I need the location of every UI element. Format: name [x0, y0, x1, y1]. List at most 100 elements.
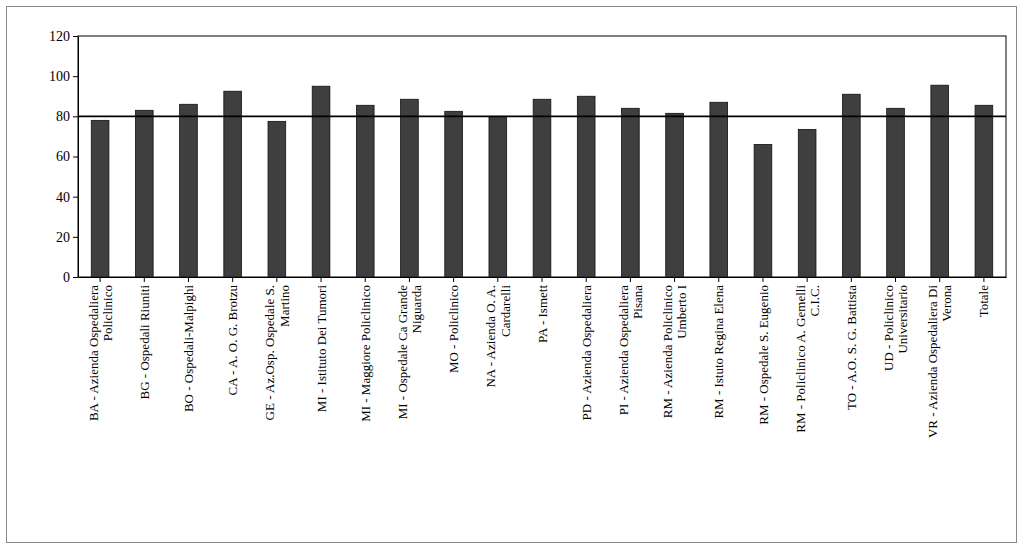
x-tick-mark — [453, 277, 454, 282]
x-tick-label: PA - Ismett — [535, 285, 550, 343]
x-tick-mark — [895, 277, 896, 282]
y-axis: 020406080100120 — [49, 29, 79, 285]
x-tick-label: Totale — [976, 285, 991, 318]
x-tick-label-line: VR - Azienda Ospedaliera Di — [925, 285, 940, 438]
x-tick-label-line: NA - Azienda O. A. — [483, 285, 498, 388]
x-tick-label: GE - Az.Osp. Ospedale S.Martino — [262, 285, 291, 420]
y-tick-mark — [73, 277, 78, 278]
x-axis: BA - Azienda OspedalieraPoliclinico BG - … — [79, 277, 1007, 438]
y-tick-mark — [73, 76, 78, 77]
y-tick-label: 60 — [56, 149, 70, 164]
y-tick-label: 100 — [49, 69, 70, 84]
x-tick-label-line: CA - A. O. G. Brotzu — [225, 285, 240, 396]
x-tick: RM - Policlinico A. GemelliC.I.C. — [793, 277, 822, 433]
y-tick: 40 — [56, 190, 78, 205]
x-tick-mark — [144, 277, 145, 282]
x-tick: BG - Ospedali Riuniti — [137, 277, 152, 399]
x-tick-label-line: BG - Ospedali Riuniti — [137, 285, 152, 400]
x-tick-label-line: Cardarelli — [498, 285, 513, 337]
bar — [445, 111, 463, 277]
x-tick-label: BO - Ospedali-Malpighi — [181, 285, 196, 412]
y-tick-label: 40 — [56, 190, 70, 205]
x-tick-label-line: UD - Policlinico — [881, 285, 896, 371]
y-tick-mark — [73, 237, 78, 238]
x-tick-label-line: RM - Azienda Policlinico — [660, 285, 675, 418]
x-tick-label-line: MI - Ospedale Ca Grande — [395, 285, 410, 420]
x-tick-mark — [762, 277, 763, 282]
x-tick-label-line: PD - Azienda Ospedaliera — [579, 285, 594, 421]
x-tick-label: RM - Ospedale S. Eugenio — [756, 285, 771, 425]
bar — [931, 85, 949, 277]
x-tick-mark — [497, 277, 498, 282]
x-tick-label-line: PI - Azienda Ospedaliera — [616, 285, 631, 416]
x-tick-label: BA - Azienda OspedalieraPoliclinico — [85, 285, 114, 421]
x-tick-label: CA - A. O. G. Brotzu — [225, 285, 240, 396]
x-tick-label: PI - Azienda OspedalieraPisana — [616, 285, 645, 416]
x-tick: RM - Azienda PoliclinicoUmberto I — [660, 277, 689, 418]
x-tick-mark — [409, 277, 410, 282]
bar — [312, 86, 330, 277]
y-tick-mark — [73, 36, 78, 37]
bar — [489, 116, 507, 277]
x-tick: TO - A.O. S. G. Battista — [844, 277, 859, 410]
bar — [710, 102, 728, 277]
x-tick-mark — [188, 277, 189, 282]
x-tick-label-line: TO - A.O. S. G. Battista — [844, 285, 859, 410]
reference-line — [78, 116, 1006, 118]
chart-border — [7, 7, 1017, 543]
x-tick: UD - PoliclinicoUniversitario — [881, 277, 910, 371]
y-tick: 120 — [49, 29, 78, 44]
x-tick: BA - Azienda OspedalieraPoliclinico — [85, 277, 114, 421]
x-tick-label-line: Martino — [277, 285, 292, 327]
x-tick-label-line: RM - Ospedale S. Eugenio — [756, 285, 771, 425]
x-tick: Totale — [976, 277, 991, 317]
x-tick-label-line: MI - Istituto Dei Tumori — [314, 285, 329, 413]
bar — [887, 108, 905, 277]
y-tick-label: 120 — [49, 29, 70, 44]
x-tick-label-line: MO - Policlinico — [446, 285, 461, 373]
x-tick-mark — [365, 277, 366, 282]
x-tick: VR - Azienda Ospedaliera DiVerona — [925, 277, 954, 438]
y-tick: 80 — [56, 109, 78, 124]
x-tick-mark — [586, 277, 587, 282]
x-tick-mark — [851, 277, 852, 282]
x-tick-mark — [674, 277, 675, 282]
x-tick-label-line: GE - Az.Osp. Ospedale S. — [262, 285, 277, 420]
chart: 020406080100120BA - Azienda OspedalieraP… — [0, 0, 1023, 549]
bar — [622, 108, 640, 277]
x-tick-label: UD - PoliclinicoUniversitario — [881, 285, 910, 371]
x-tick-mark — [630, 277, 631, 282]
bar — [754, 144, 772, 277]
x-tick: PI - Azienda OspedalieraPisana — [616, 277, 645, 415]
x-tick: MO - Policlinico — [446, 277, 461, 373]
x-tick: RM - Ospedale S. Eugenio — [756, 277, 771, 425]
x-tick-mark — [718, 277, 719, 282]
x-tick-label: MI - Maggiore Policlinico — [358, 285, 373, 422]
x-tick-mark — [321, 277, 322, 282]
x-tick-label: PD - Azienda Ospedaliera — [579, 285, 594, 421]
y-tick-label: 20 — [56, 230, 70, 245]
y-tick: 60 — [56, 149, 78, 164]
x-tick-label: VR - Azienda Ospedaliera DiVerona — [925, 285, 954, 438]
y-tick: 20 — [56, 230, 78, 245]
x-tick-label: NA - Azienda O. A.Cardarelli — [483, 285, 512, 388]
x-tick-label: TO - A.O. S. G. Battista — [844, 285, 859, 410]
bar — [798, 129, 816, 277]
x-tick-label-line: Niguarda — [409, 285, 424, 334]
x-tick: PA - Ismett — [535, 277, 550, 343]
x-tick-label-line: MI - Maggiore Policlinico — [358, 285, 373, 422]
bar — [356, 105, 374, 277]
x-tick-label-line: C.I.C. — [807, 285, 822, 316]
bars — [78, 85, 1006, 277]
x-tick-label-line: Pisana — [630, 285, 645, 319]
bar — [842, 94, 860, 277]
bar — [91, 120, 109, 277]
bar — [666, 113, 684, 277]
x-tick-mark — [276, 277, 277, 282]
x-tick: MI - Ospedale Ca GrandeNiguarda — [395, 277, 424, 419]
x-tick-label: RM - Policlinico A. GemelliC.I.C. — [793, 285, 822, 433]
bar — [975, 105, 993, 277]
x-tick: NA - Azienda O. A.Cardarelli — [483, 277, 512, 388]
x-tick: CA - A. O. G. Brotzu — [225, 277, 240, 396]
y-tick-label: 80 — [56, 109, 70, 124]
